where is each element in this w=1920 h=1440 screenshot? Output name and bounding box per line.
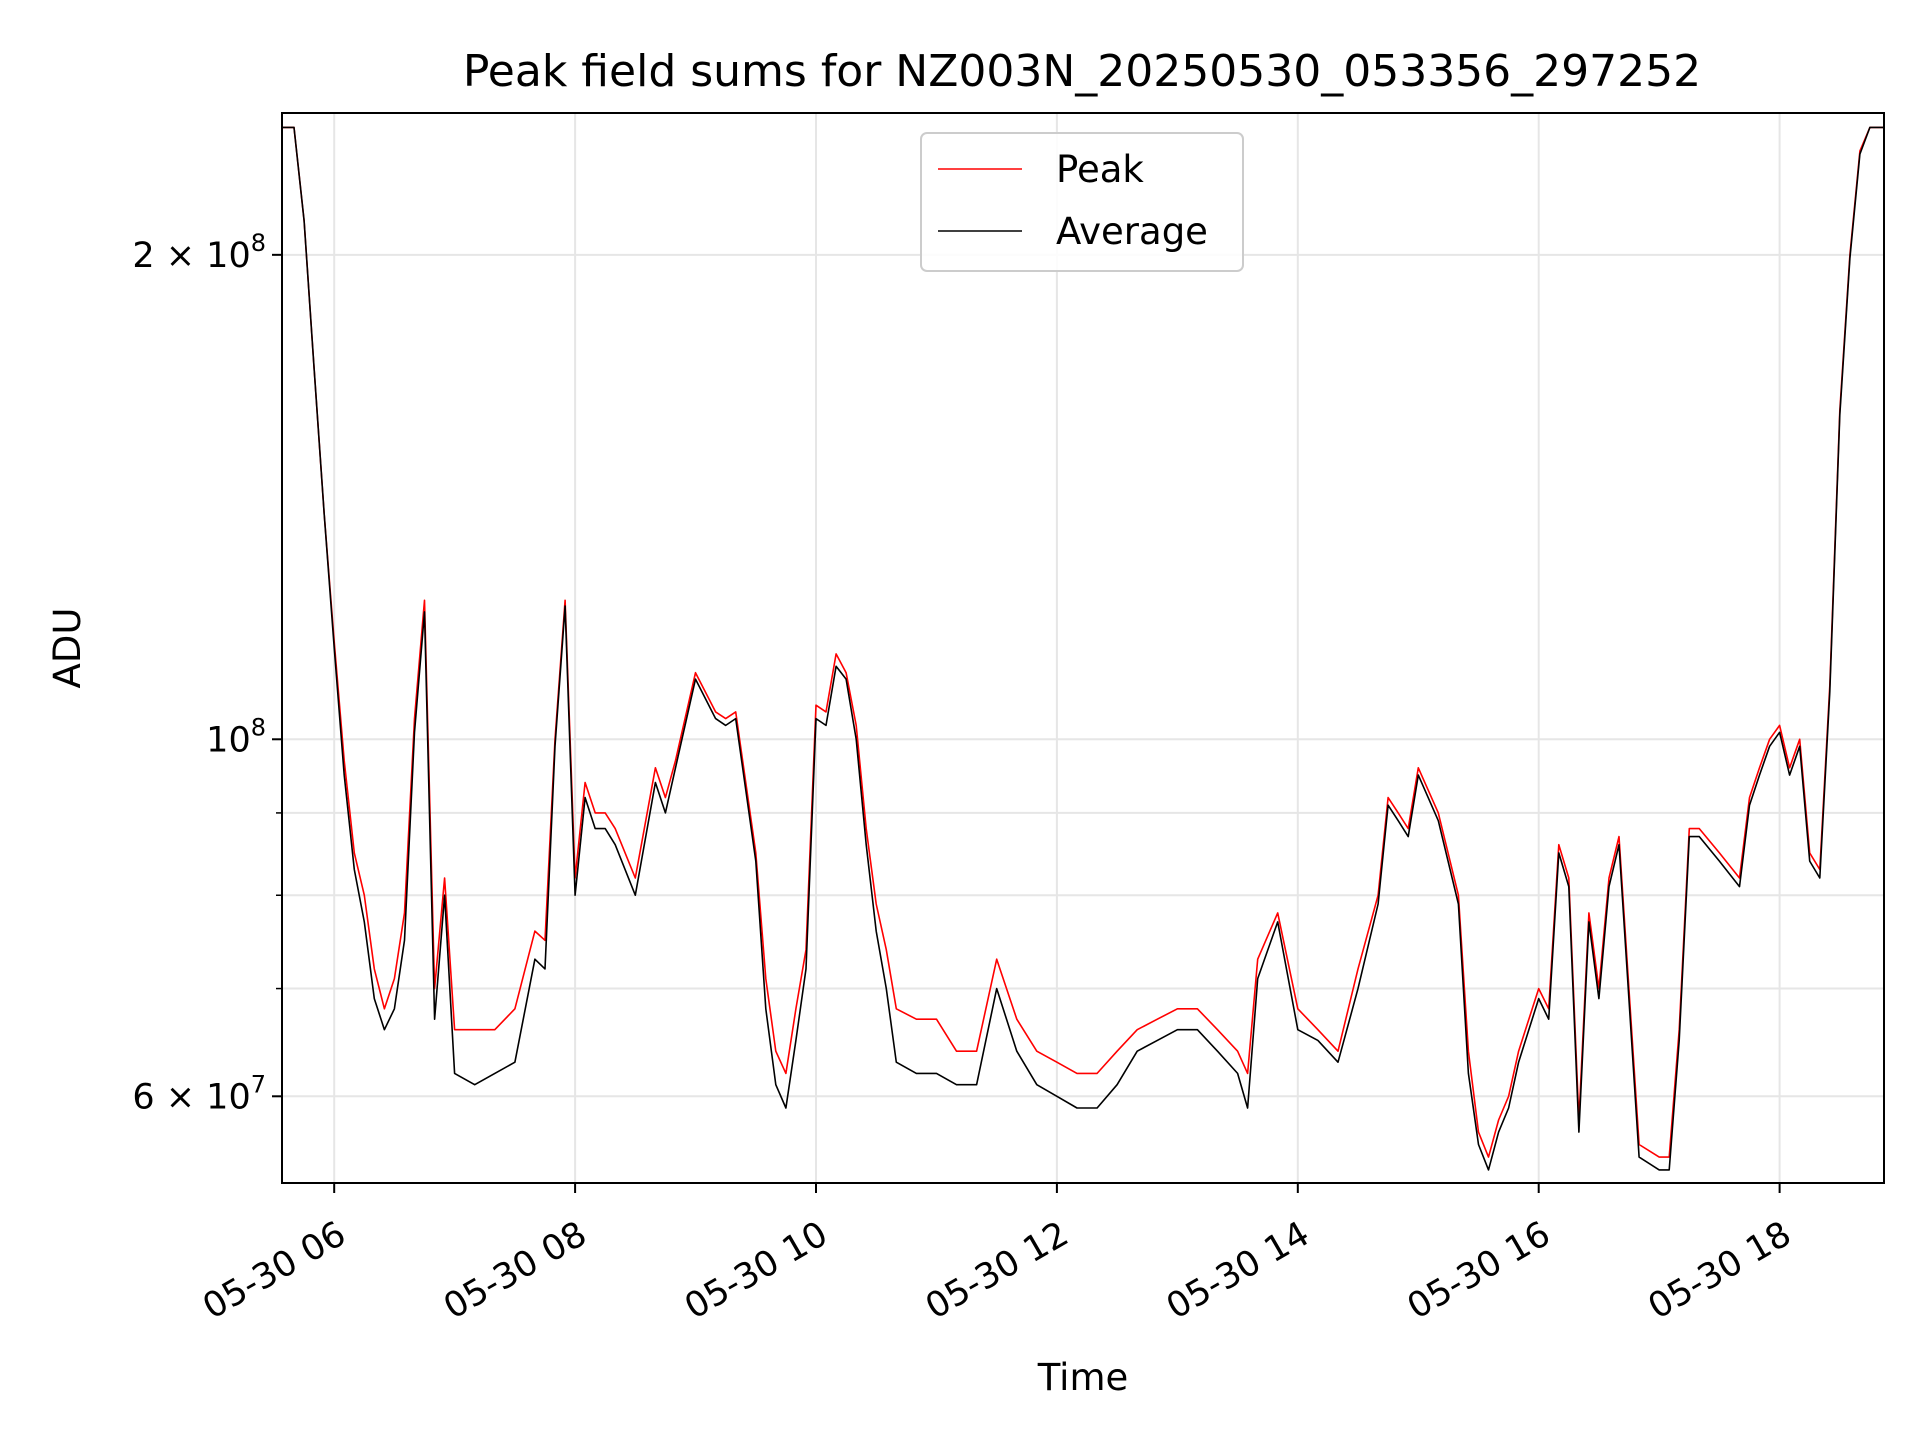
- legend-label-average: Average: [1056, 210, 1208, 253]
- series-line-peak: [282, 126, 1884, 1158]
- legend: Peak Average: [920, 132, 1244, 272]
- series-layer: [282, 126, 1884, 1171]
- series-line-average: [282, 126, 1884, 1171]
- y-axis-ticks: 2 × 108 108 6 × 107: [132, 229, 282, 1117]
- plot-frame: [281, 112, 1885, 1184]
- y-tick-label: 2 × 108: [132, 229, 266, 276]
- y-tick-label: 6 × 107: [132, 1070, 266, 1117]
- chart-title: Peak field sums for NZ003N_20250530_0533…: [463, 46, 1701, 97]
- legend-label-peak: Peak: [1056, 148, 1144, 191]
- legend-box: [920, 132, 1244, 272]
- y-tick-label: 108: [206, 713, 266, 760]
- x-axis-title: Time: [1037, 1356, 1129, 1399]
- y-axis-title: ADU: [46, 608, 89, 689]
